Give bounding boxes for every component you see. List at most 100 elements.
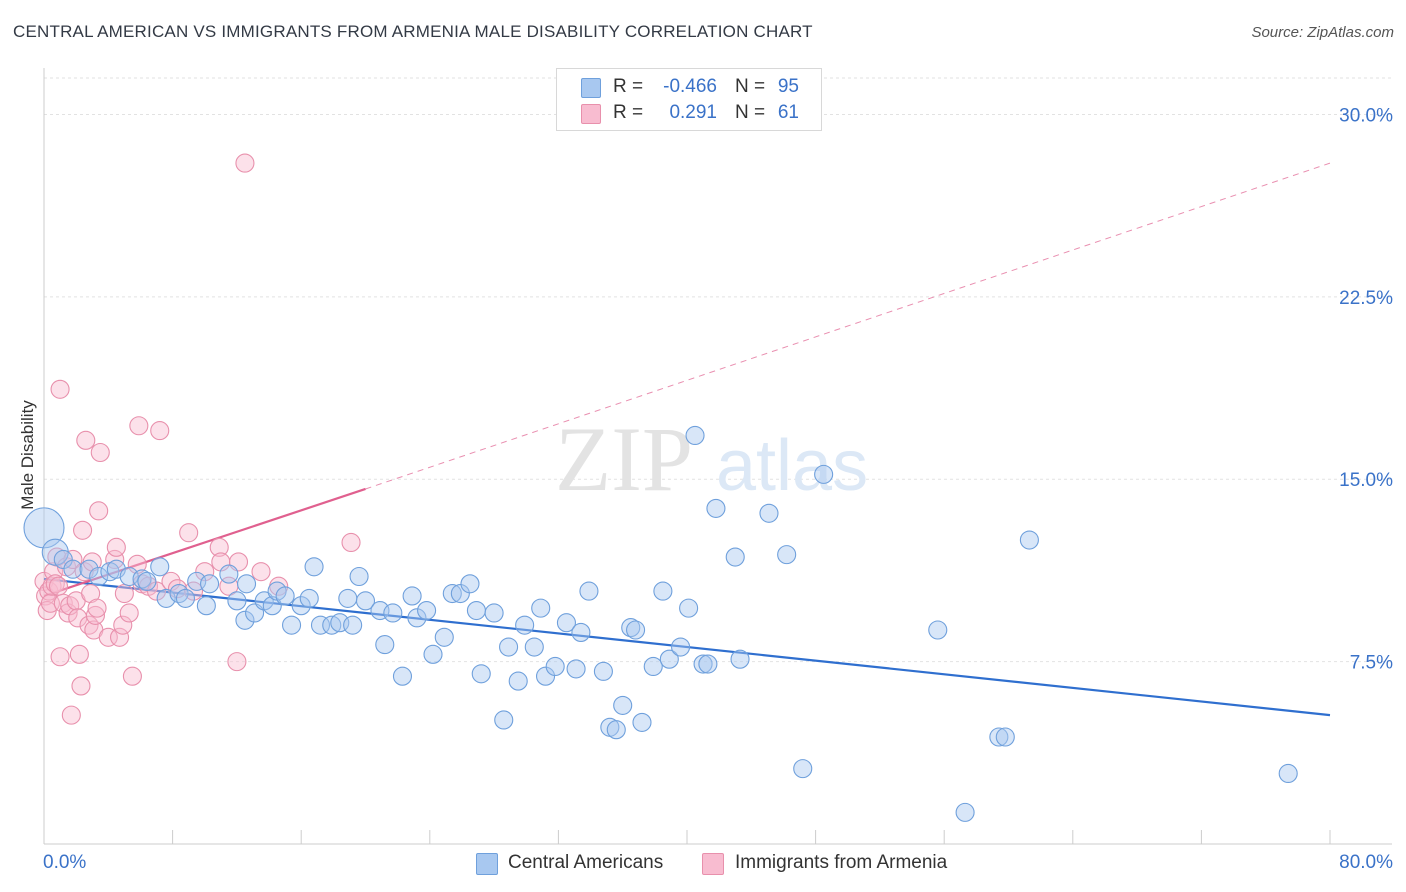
point-central-americans [632, 712, 652, 732]
point-central-americans [566, 659, 586, 679]
point-central-americans [777, 545, 797, 565]
point-central-americans [355, 591, 376, 611]
point-armenia [106, 537, 126, 557]
point-central-americans [593, 661, 613, 681]
y-tick-labels: 7.5% 15.0% 22.5% 30.0% [1339, 105, 1393, 673]
point-armenia [76, 430, 96, 450]
point-armenia [114, 583, 134, 604]
point-armenia [146, 581, 167, 601]
point-central-americans [814, 464, 834, 484]
point-central-americans [322, 615, 342, 635]
r-value: 0.291 [669, 102, 717, 123]
point-armenia [251, 562, 271, 582]
y-tick-label: 15.0% [1339, 470, 1393, 491]
point-central-americans [392, 666, 413, 686]
point-armenia [87, 598, 107, 618]
point-armenia [69, 644, 89, 664]
point-armenia [50, 647, 70, 667]
n-value: 95 [777, 76, 799, 97]
point-central-americans [499, 637, 519, 657]
point-central-americans [626, 620, 646, 640]
point-central-americans [466, 601, 486, 621]
point-central-americans [989, 727, 1009, 747]
point-central-americans [679, 598, 699, 618]
point-armenia [195, 562, 215, 582]
r-value: -0.466 [663, 76, 717, 97]
point-armenia [110, 627, 130, 647]
point-central-americans [423, 644, 443, 664]
trend-line-extension [365, 162, 1331, 490]
point-armenia [48, 576, 69, 596]
point-central-americans [89, 566, 109, 587]
legend-label: Immigrants from Armenia [735, 852, 948, 873]
point-armenia [179, 523, 199, 543]
r-label: R = [613, 76, 644, 97]
axes [43, 68, 1392, 845]
point-armenia [50, 379, 70, 399]
point-central-americans [196, 596, 216, 616]
point-armenia [61, 705, 81, 725]
point-central-americans [349, 566, 369, 587]
legend-swatch-pink [702, 853, 724, 875]
point-central-americans [338, 588, 358, 608]
point-armenia [71, 676, 91, 696]
point-central-americans [417, 601, 437, 621]
point-central-americans [508, 671, 528, 691]
point-central-americans [299, 588, 319, 608]
point-central-americans [460, 574, 480, 594]
point-central-americans [407, 608, 427, 628]
y-tick-label: 22.5% [1339, 288, 1393, 309]
point-central-americans [236, 574, 257, 594]
point-central-americans [402, 586, 422, 606]
point-central-americans [613, 695, 633, 715]
point-central-americans [53, 549, 73, 570]
point-armenia [227, 652, 247, 672]
point-central-americans [643, 656, 663, 677]
chart-title: CENTRAL AMERICAN VS IMMIGRANTS FROM ARME… [13, 22, 813, 41]
point-armenia [89, 501, 109, 521]
point-central-americans [63, 559, 83, 579]
point-central-americans [995, 727, 1015, 747]
point-central-americans [1019, 530, 1039, 550]
legend-swatch-pink [581, 104, 601, 124]
point-central-americans [1278, 763, 1298, 784]
point-central-americans [531, 598, 551, 618]
point-central-americans [759, 503, 779, 523]
point-armenia [129, 416, 149, 436]
legend-label: Central Americans [508, 852, 664, 873]
x-tick-label-min: 0.0% [43, 852, 87, 873]
point-central-americans [928, 620, 948, 640]
n-value: 61 [777, 102, 799, 123]
point-central-americans [659, 649, 679, 669]
point-central-americans [175, 588, 196, 608]
point-central-americans [535, 666, 556, 686]
point-central-americans [515, 615, 535, 635]
point-central-americans [150, 557, 170, 577]
point-central-americans [524, 637, 544, 657]
point-central-americans [227, 591, 247, 611]
point-central-americans [955, 802, 975, 822]
point-central-americans [275, 586, 295, 606]
n-label: N = [735, 102, 766, 123]
point-central-americans [545, 656, 565, 677]
point-armenia [235, 153, 255, 173]
point-armenia [209, 537, 229, 557]
point-central-americans [579, 581, 599, 601]
point-armenia [45, 574, 65, 594]
point-armenia [119, 603, 139, 623]
point-central-americans [606, 720, 626, 740]
point-armenia [150, 421, 170, 441]
point-central-americans [706, 498, 726, 518]
legend-swatch-blue [581, 78, 601, 98]
point-central-americans [200, 574, 220, 594]
point-armenia [341, 532, 361, 553]
watermark-atlas: atlas [716, 426, 868, 506]
watermark-zip: ZIP [555, 408, 693, 510]
point-central-americans [235, 610, 255, 630]
trend-lines [43, 162, 1331, 717]
point-central-americans [730, 649, 750, 669]
point-central-americans [262, 596, 282, 616]
point-central-americans [442, 583, 462, 604]
point-armenia [85, 605, 105, 625]
